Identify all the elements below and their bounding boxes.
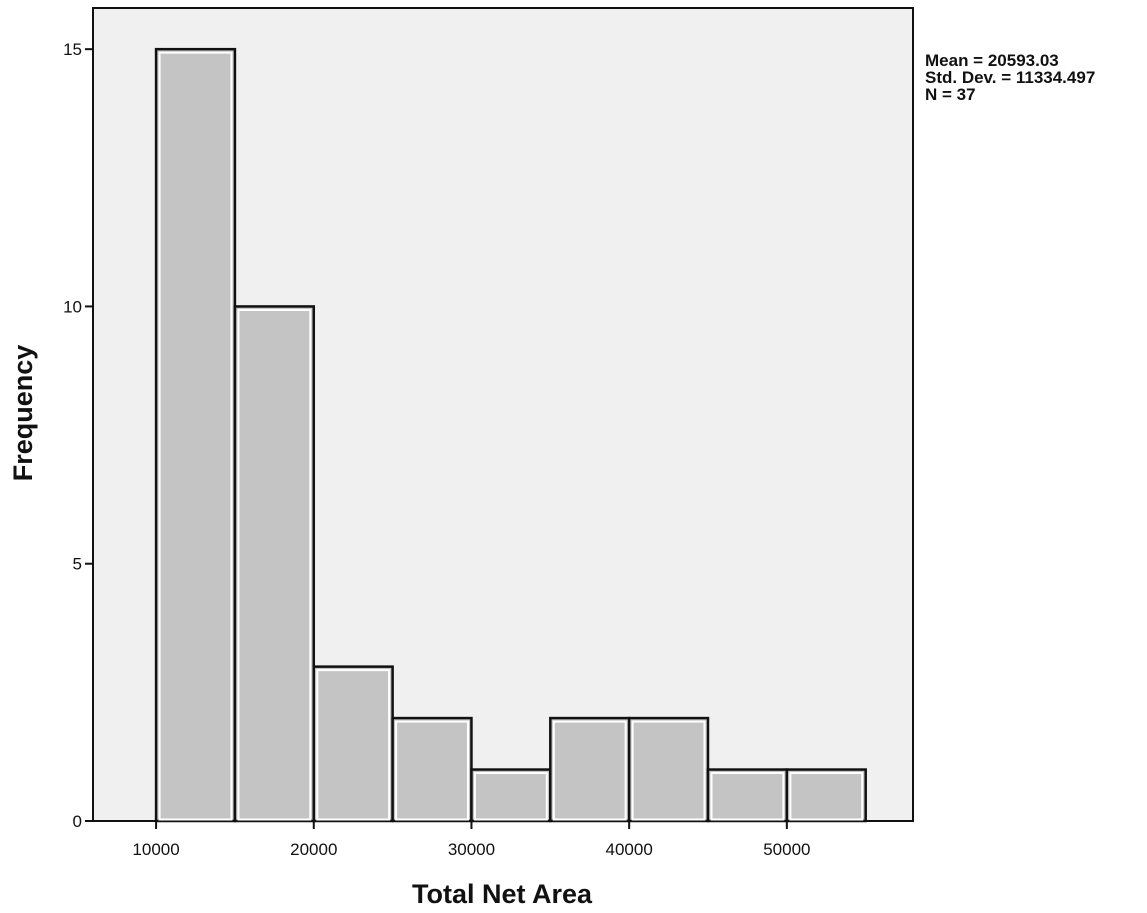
bars-group — [154, 47, 867, 823]
y-axis-title: Frequency — [8, 345, 38, 482]
histogram-bar — [549, 716, 631, 823]
y-axis: 0 5 10 15 — [63, 40, 93, 831]
x-tick-label: 50000 — [763, 840, 810, 859]
histogram-bar — [785, 768, 867, 823]
histogram-bar — [233, 305, 316, 823]
histogram-bar — [154, 47, 237, 823]
histogram-bar — [391, 716, 473, 823]
y-tick-label: 15 — [63, 40, 82, 59]
x-axis: 10000 20000 30000 40000 50000 — [132, 821, 810, 859]
y-tick-label: 10 — [63, 297, 82, 316]
histogram-bar — [627, 716, 710, 823]
stats-n: N = 37 — [925, 85, 976, 104]
x-tick-label: 30000 — [448, 840, 495, 859]
x-tick-label: 10000 — [132, 840, 179, 859]
stats-box: Mean = 20593.03 Std. Dev. = 11334.497 N … — [925, 52, 1095, 103]
stats-std-dev: Std. Dev. = 11334.497 — [925, 68, 1096, 87]
y-tick-label: 0 — [73, 812, 82, 831]
x-tick-label: 20000 — [290, 840, 337, 859]
y-tick-label: 5 — [73, 555, 82, 574]
x-axis-title: Total Net Area — [412, 879, 593, 909]
stats-mean: Mean = 20593.03 — [925, 51, 1059, 70]
x-tick-label: 40000 — [606, 840, 653, 859]
histogram-bar — [470, 768, 552, 823]
histogram-bar — [312, 665, 394, 823]
histogram-bar — [706, 768, 789, 823]
